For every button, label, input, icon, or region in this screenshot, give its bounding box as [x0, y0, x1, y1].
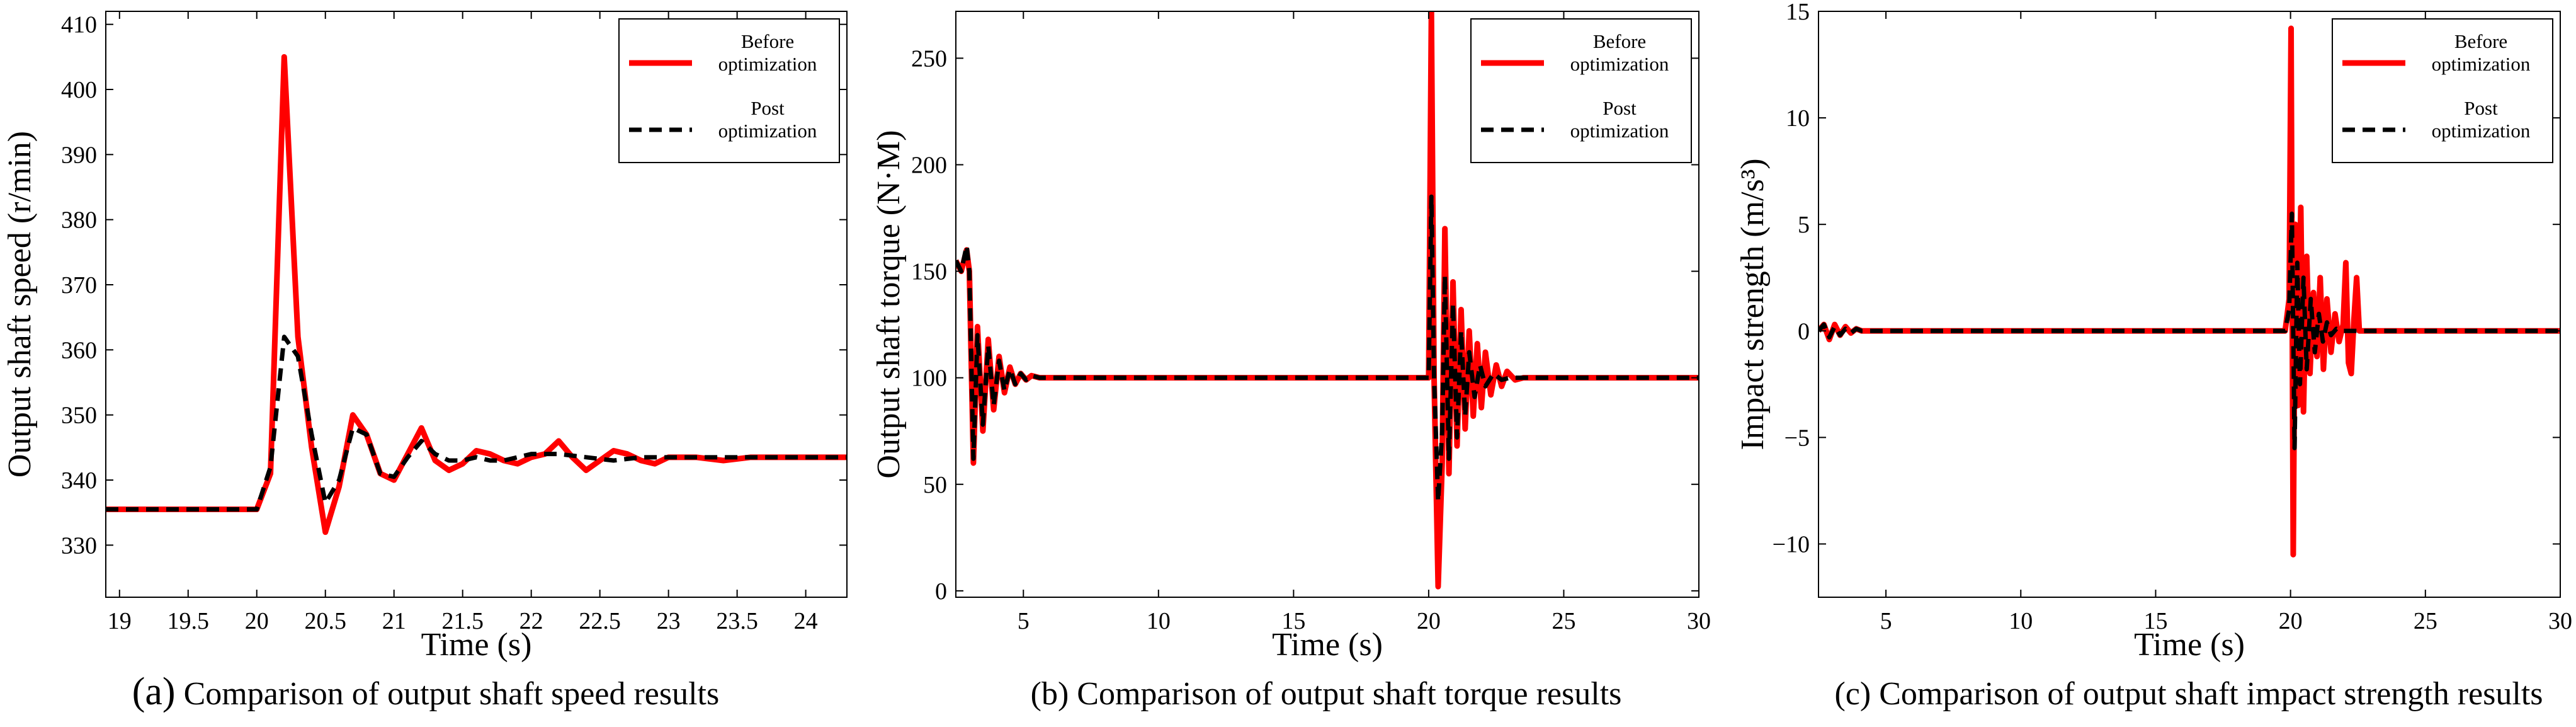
- x-tick-label: 20.5: [304, 608, 346, 634]
- x-tick-label: 21: [382, 608, 406, 634]
- legend-label-line2: optimization: [718, 53, 817, 75]
- y-tick-label: 400: [61, 77, 97, 103]
- x-tick-label: 25: [2414, 608, 2437, 634]
- y-tick-label: 380: [61, 207, 97, 234]
- y-tick-label: −5: [1784, 425, 1810, 451]
- legend-label-line2: optimization: [2432, 53, 2531, 75]
- x-tick-label: 10: [2009, 608, 2033, 634]
- x-tick-label: 20: [2279, 608, 2303, 634]
- y-tick-label: 370: [61, 272, 97, 299]
- y-axis-label: Output shaft speed (r/min): [2, 131, 38, 478]
- series-line-post-optimization: [1819, 211, 2560, 450]
- legend-label-line1: Before: [2454, 30, 2507, 52]
- panel-caption-tag: (a): [132, 670, 176, 713]
- legend-label-line1: Before: [741, 30, 794, 52]
- y-tick-label: 150: [911, 259, 947, 285]
- x-axis-label: Time (s): [421, 627, 532, 663]
- x-tick-label: 30: [2548, 608, 2572, 634]
- y-tick-label: 250: [911, 45, 947, 72]
- x-tick-label: 5: [1018, 608, 1030, 634]
- y-axis-label: Output shaft torque (N·M): [871, 130, 907, 478]
- y-tick-label: 10: [1786, 105, 1810, 132]
- y-axis-label: Impact strength (m/s³): [1735, 158, 1771, 450]
- x-tick-label: 15: [1281, 608, 1305, 634]
- legend-label-line2: optimization: [1570, 53, 1669, 75]
- y-tick-label: 100: [911, 365, 947, 392]
- y-tick-label: 390: [61, 142, 97, 168]
- x-tick-label: 10: [1147, 608, 1171, 634]
- legend-label-line1: Post: [1603, 97, 1637, 119]
- panel-caption: (c) Comparison of output shaft impact st…: [1834, 676, 2543, 712]
- y-tick-label: 350: [61, 403, 97, 429]
- x-tick-label: 15: [2143, 608, 2167, 634]
- x-axis-label: Time (s): [2134, 627, 2245, 663]
- y-tick-label: −10: [1773, 531, 1810, 558]
- legend-box: [2332, 18, 2553, 163]
- y-tick-label: 50: [923, 472, 947, 498]
- series-line-before-optimization: [1819, 25, 2560, 558]
- legend-box: [618, 18, 840, 163]
- x-axis-label: Time (s): [1272, 627, 1383, 663]
- y-tick-label: 410: [61, 12, 97, 38]
- panel-caption-tag: (c): [1834, 676, 1871, 712]
- y-tick-label: 15: [1786, 0, 1810, 25]
- chart-panel-b: 5 10 15 20 25 30 0 50 100 150 200 250 Time (s) Output…: [871, 11, 1711, 712]
- x-tick-label: 20: [245, 608, 269, 634]
- x-tick-label: 21.5: [441, 608, 484, 634]
- legend-label-line1: Before: [1593, 30, 1646, 52]
- x-tick-label: 23: [657, 608, 681, 634]
- x-tick-label: 24: [794, 608, 818, 634]
- x-tick-label: 19.5: [167, 608, 210, 634]
- x-tick-label: 30: [1687, 608, 1711, 634]
- legend-label-line1: Post: [751, 97, 785, 119]
- x-tick-label: 22: [519, 608, 543, 634]
- y-tick-label: 340: [61, 467, 97, 494]
- x-tick-label: 25: [1552, 608, 1575, 634]
- panel-caption-text: Comparison of output shaft torque result…: [1069, 676, 1621, 712]
- y-tick-label: 360: [61, 337, 97, 364]
- x-tick-label: 23.5: [716, 608, 758, 634]
- x-tick-label: 20: [1417, 608, 1441, 634]
- panel-caption-tag: (b): [1031, 676, 1069, 712]
- x-tick-label: 5: [1880, 608, 1892, 634]
- legend-label-line1: Post: [2464, 97, 2498, 119]
- legend-box: [1470, 18, 1692, 163]
- y-tick-label: 0: [1798, 318, 1810, 345]
- axes-box: [105, 11, 848, 598]
- legend-label-line2: optimization: [718, 120, 817, 142]
- panel-caption-text: Comparison of output shaft impact streng…: [1871, 676, 2543, 712]
- panel-caption-text: Comparison of output shaft speed results: [176, 676, 720, 712]
- y-tick-label: 0: [935, 578, 947, 605]
- axes-box: [955, 11, 1699, 598]
- y-tick-label: 5: [1798, 212, 1810, 238]
- x-tick-label: 19: [108, 608, 132, 634]
- y-tick-label: 200: [911, 152, 947, 178]
- legend-label-line2: optimization: [2432, 120, 2531, 142]
- series-line-post-optimization: [956, 194, 1699, 504]
- series-line-before-optimization: [106, 54, 847, 535]
- series-line-post-optimization: [106, 335, 847, 512]
- x-tick-label: 22.5: [579, 608, 621, 634]
- panel-caption: (a) Comparison of output shaft speed res…: [132, 670, 719, 713]
- y-tick-label: 330: [61, 532, 97, 559]
- legend-label-line2: optimization: [1570, 120, 1669, 142]
- axes-box: [1818, 11, 2561, 598]
- panel-caption: (b) Comparison of output shaft torque re…: [1031, 676, 1622, 712]
- chart-panel-a: 19 19.5 20 20.5 21 21.5 22 22.5 23 23.5 24 330 340 35…: [2, 11, 848, 713]
